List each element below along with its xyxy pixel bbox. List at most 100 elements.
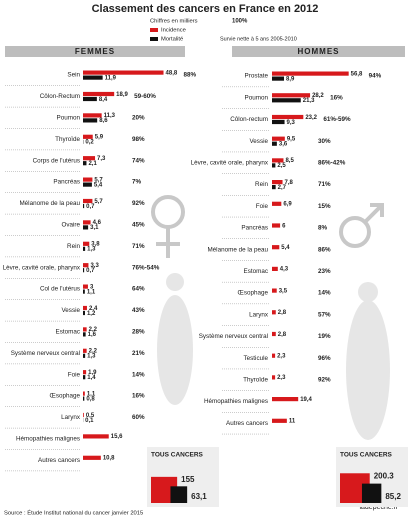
- category-label: Autres cancers: [38, 457, 80, 464]
- category-label: Foie: [256, 203, 269, 210]
- value-label: 0,2: [85, 140, 94, 146]
- category-label: Œsophage: [238, 290, 269, 297]
- bar: [272, 98, 301, 103]
- survival-label: 92%: [132, 200, 145, 207]
- bar: [272, 158, 284, 163]
- bar: [83, 396, 85, 401]
- value-label: 21,3: [303, 98, 315, 104]
- survival-label: 98%: [132, 136, 145, 143]
- bar: [272, 310, 276, 315]
- bar: [83, 70, 164, 75]
- value-label: 5,7: [94, 199, 103, 205]
- category-label: Vessie: [249, 138, 268, 145]
- category-label: Col de l'utérus: [40, 286, 80, 293]
- survival-label: 96%: [318, 355, 331, 362]
- value-label: 11,3: [104, 113, 116, 119]
- bar: [272, 353, 276, 358]
- bar: [83, 332, 86, 337]
- bar: [83, 375, 86, 380]
- survival-label: 57%: [318, 311, 331, 318]
- bar: [272, 331, 276, 337]
- survival-label: 15%: [318, 203, 331, 210]
- category-label: Thyroïde: [243, 376, 268, 383]
- bar: [272, 375, 276, 380]
- bar: [83, 391, 85, 396]
- total-mortality: [361, 483, 382, 503]
- category-label: Sein: [67, 72, 80, 79]
- category-label: Lèvre, cavité orale, pharynx: [191, 159, 269, 166]
- bar: [83, 310, 85, 316]
- bar: [83, 118, 98, 123]
- category-label: Mélanome de la peau: [207, 246, 268, 253]
- survival-label: 86%: [318, 246, 331, 253]
- bar: [83, 327, 87, 332]
- total-incidence-label: 155: [181, 475, 195, 484]
- value-label: 3,3: [90, 263, 99, 269]
- value-label: 5,4: [281, 245, 290, 251]
- value-label: 6,9: [283, 202, 292, 208]
- survival-label: 20%: [132, 114, 145, 121]
- value-label: 19,4: [300, 397, 312, 403]
- decoration: [151, 195, 384, 258]
- bar: [272, 119, 285, 125]
- value-label: 18,9: [116, 92, 128, 98]
- category-label: Côlon-Rectum: [40, 93, 80, 100]
- survival-label: 94%: [369, 73, 382, 80]
- value-label: 0,1: [85, 418, 94, 424]
- value-label: 11: [289, 419, 296, 425]
- bar: [83, 370, 87, 375]
- bar: [83, 156, 96, 161]
- value-label: 8,4: [99, 97, 108, 103]
- value-label: 3,5: [279, 288, 288, 294]
- value-label: 0,8: [86, 396, 95, 402]
- survival-label: 16%: [132, 393, 145, 400]
- category-label: Corps de l'utérus: [33, 157, 80, 164]
- bar: [272, 418, 287, 423]
- value-label: 1,1: [87, 391, 96, 397]
- bar: [272, 76, 285, 81]
- survival-label: 45%: [132, 221, 145, 228]
- category-label: Larynx: [249, 311, 269, 318]
- bar: [83, 241, 90, 246]
- value-label: 2,3: [277, 353, 286, 359]
- value-label: 1,3: [87, 354, 96, 360]
- bar: [272, 245, 280, 250]
- value-label: 4,3: [280, 267, 289, 273]
- survival-sample: 100%: [232, 19, 248, 25]
- category-label: Lèvre, cavité orale, pharynx: [3, 264, 81, 271]
- total-label: TOUS CANCERS: [340, 452, 393, 459]
- bar: [272, 93, 311, 98]
- legend-swatch: [150, 28, 158, 32]
- value-label: 3: [90, 284, 94, 290]
- bar: [83, 289, 85, 294]
- value-label: 11,9: [105, 75, 117, 81]
- value-label: 56,8: [351, 71, 363, 77]
- value-label: 1,9: [88, 370, 97, 376]
- value-label: 2,8: [278, 332, 287, 338]
- total-mortality: [170, 486, 188, 503]
- value-label: 5,7: [94, 177, 103, 183]
- bar: [83, 203, 85, 209]
- survival-label: 7%: [132, 179, 142, 186]
- site: ladepeche.fr: [359, 504, 398, 511]
- bar: [83, 305, 87, 311]
- category-label: Hémopathies malignes: [204, 398, 268, 405]
- category-label: Système nerveux central: [11, 350, 80, 357]
- value-label: 8,9: [286, 76, 295, 82]
- bar: [272, 397, 299, 402]
- total-incidence-label: 200.3: [374, 471, 395, 480]
- bar: [83, 268, 85, 273]
- bar: [272, 114, 304, 120]
- category-label: Prostate: [245, 73, 269, 80]
- bar: [83, 225, 89, 230]
- survival-label: 14%: [132, 371, 145, 378]
- value-label: 1,3: [87, 247, 96, 253]
- value-label: 3,8: [91, 242, 100, 248]
- category-label: Rein: [255, 181, 268, 188]
- value-label: 2,1: [88, 161, 97, 167]
- survival-label: 60%: [132, 414, 145, 421]
- legend-swatch: [150, 37, 158, 41]
- value-label: 28,2: [312, 93, 324, 99]
- bar: [83, 412, 84, 418]
- bar: [83, 246, 86, 251]
